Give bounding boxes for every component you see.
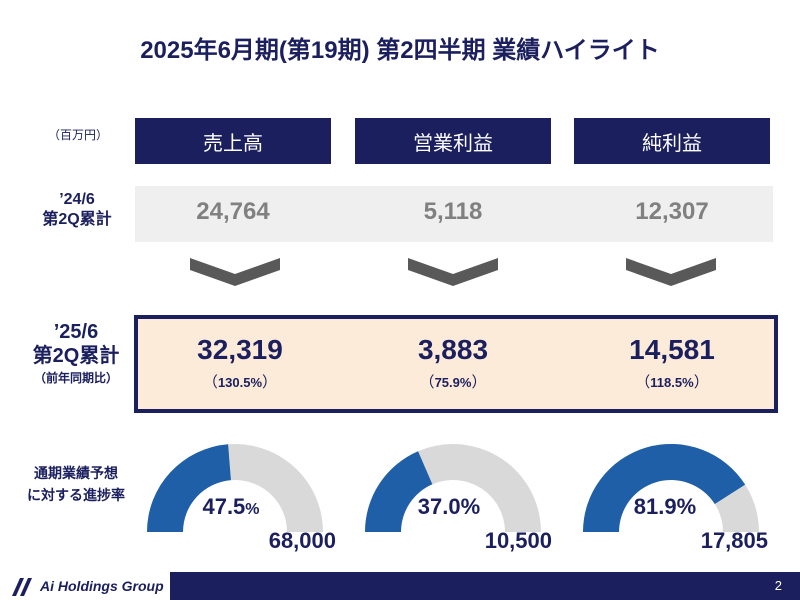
logo-text: Ai Holdings Group: [40, 578, 164, 594]
target-operating-profit: 10,500: [484, 528, 552, 553]
curr-period-box: [134, 315, 778, 413]
yoy-value: 118.5: [650, 375, 683, 390]
yoy-unit: %: [459, 375, 472, 390]
prev-value-sales: 24,764: [196, 198, 270, 225]
logo: Ai Holdings Group: [0, 572, 170, 600]
progress-value: 47.5: [202, 494, 246, 519]
yoy-unit: %: [682, 375, 694, 390]
curr-period-label-line2: 第2Q累計: [32, 345, 120, 367]
prev-period-label-line2: 第2Q累計: [42, 211, 112, 228]
curr-period-label-line3: （前年同期比）: [33, 371, 118, 385]
yoy-close: ）: [262, 374, 278, 391]
progress-unit: %: [245, 501, 260, 518]
logo-icon: [12, 578, 32, 596]
prev-period-label: ’24/6 第2Q累計: [22, 190, 132, 230]
prev-value-operating-profit: 5,118: [423, 198, 483, 225]
column-header-sales: 売上高: [135, 118, 331, 164]
progress-unit: %: [676, 494, 697, 519]
curr-period-label: ’25/6 第2Q累計 （前年同期比）: [14, 320, 138, 388]
progress-gauge-net-profit: [583, 444, 759, 532]
prev-period-band: [135, 186, 773, 242]
chevron-down-icon: [408, 258, 498, 286]
target-net-profit: 17,805: [700, 528, 768, 553]
column-header-net-profit: 純利益: [574, 118, 770, 164]
curr-value-sales: 32,319: [197, 334, 283, 365]
curr-period-label-line1: ’25/6: [53, 321, 99, 343]
forecast-label-line1: 通期業績予想: [34, 465, 118, 481]
progress-value: 81.9: [633, 494, 677, 519]
yoy-open: （: [202, 374, 218, 391]
column-header-operating-profit: 営業利益: [355, 118, 551, 164]
yoy-value: 75.9: [434, 375, 460, 390]
target-sales: 68,000: [268, 528, 336, 553]
yoy-unit: %: [250, 375, 263, 390]
progress-percent-sales: 47.5%: [135, 494, 327, 520]
page-title: 2025年6月期(第19期) 第2四半期 業績ハイライト: [140, 37, 660, 64]
yoy-close: ）: [693, 374, 709, 391]
forecast-label-line2: に対する進捗率: [27, 487, 125, 503]
yoy-close: ）: [471, 374, 487, 391]
progress-unit: %: [460, 494, 481, 519]
gauge-fill: [365, 451, 433, 532]
progress-gauge-operating-profit: [365, 444, 541, 532]
curr-value-net-profit: 14,581: [629, 334, 715, 365]
progress-percent-net-profit: 81.9%: [569, 494, 761, 520]
yoy-sales: （130.5%）: [142, 371, 338, 392]
yoy-value: 130.5: [217, 375, 251, 390]
gauge-fill: [583, 444, 746, 532]
prev-period-label-line1: ’24/6: [59, 191, 95, 208]
yoy-open: （: [419, 374, 435, 391]
unit-label: （百万円）: [47, 128, 108, 142]
yoy-operating-profit: （75.9%）: [355, 371, 551, 392]
page-number: 2: [774, 578, 782, 593]
prev-value-net-profit: 12,307: [635, 198, 709, 225]
gauge-fill: [147, 444, 231, 532]
chevron-down-icon: [626, 258, 716, 286]
yoy-net-profit: （118.5%）: [574, 371, 770, 392]
yoy-open: （: [635, 374, 651, 391]
progress-percent-operating-profit: 37.0%: [353, 494, 545, 520]
forecast-progress-label: 通期業績予想 に対する進捗率: [14, 462, 138, 506]
curr-value-operating-profit: 3,883: [417, 334, 489, 365]
chevron-down-icon: [190, 258, 280, 286]
progress-value: 37.0: [417, 494, 461, 519]
progress-gauge-sales: [147, 444, 323, 532]
